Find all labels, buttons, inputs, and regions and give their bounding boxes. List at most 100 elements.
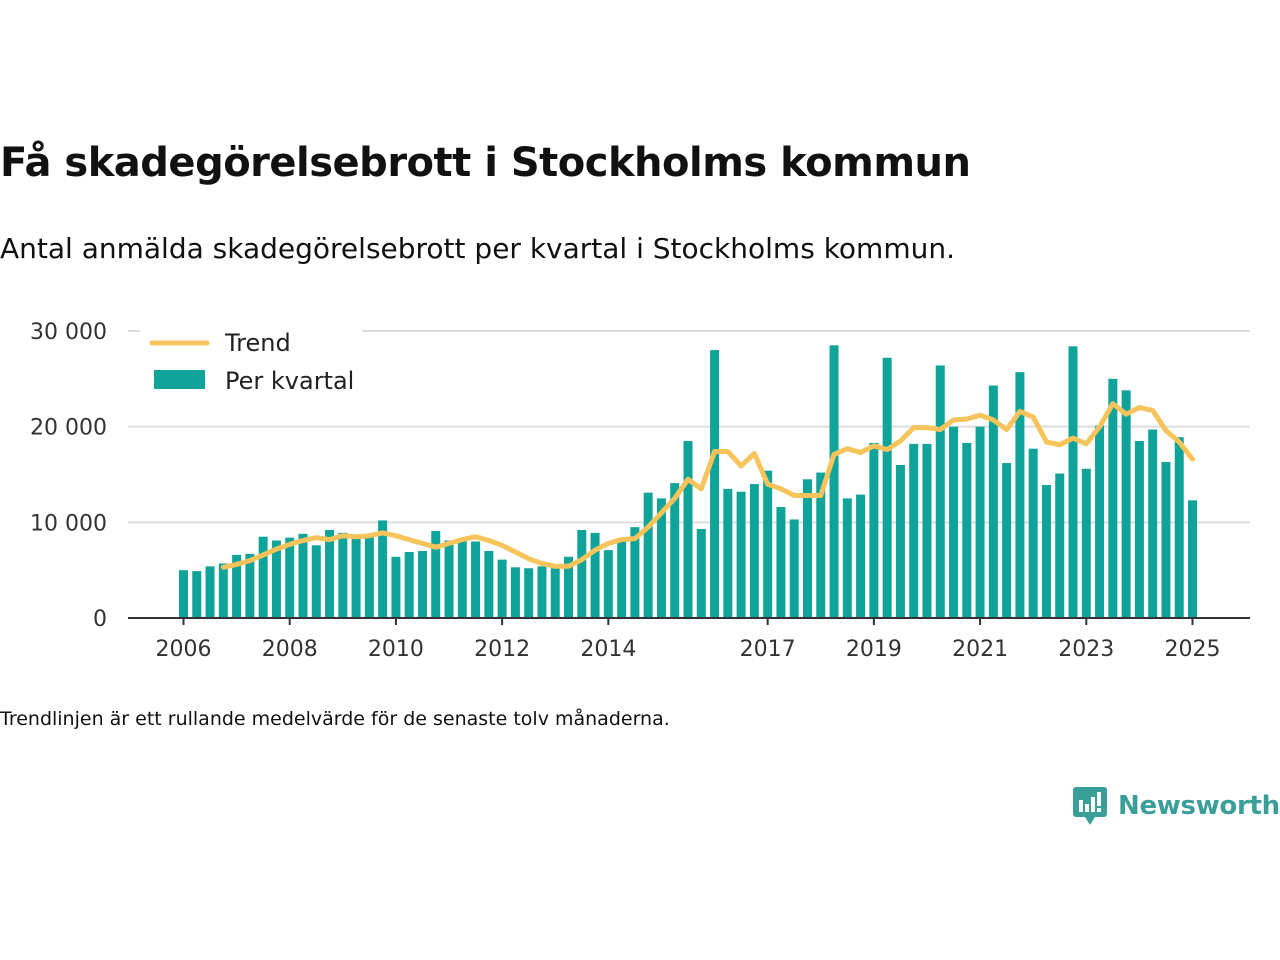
bar [895, 464, 905, 618]
bar [1055, 473, 1065, 618]
x-tick-label: 2006 [156, 637, 212, 662]
legend: Trend Per kvartal [140, 328, 362, 408]
bar [723, 488, 733, 618]
x-tick-label: 2021 [952, 637, 1008, 662]
bar [431, 530, 441, 618]
legend-bar-swatch [154, 370, 205, 389]
bar [630, 527, 640, 618]
bar [949, 426, 959, 618]
y-tick-label: 0 [93, 607, 107, 632]
bar [617, 540, 627, 618]
bar [1148, 429, 1158, 618]
bar [1095, 425, 1105, 618]
bar [696, 529, 706, 618]
bar [271, 540, 281, 618]
bar [404, 551, 414, 618]
bar [338, 532, 348, 618]
bar [1081, 468, 1091, 618]
bar [311, 545, 321, 618]
bar [218, 563, 228, 618]
bar [869, 442, 879, 618]
bar [550, 568, 560, 618]
bar [245, 553, 255, 618]
bar [484, 551, 494, 618]
y-tick-label: 20 000 [30, 416, 107, 441]
bar [1015, 372, 1025, 618]
bar [497, 559, 507, 618]
bar [763, 470, 773, 618]
bar [285, 537, 295, 618]
x-tick-label: 2014 [580, 637, 636, 662]
x-tick-label: 2017 [740, 637, 796, 662]
bar [537, 566, 547, 618]
bar [656, 498, 666, 618]
x-tick-label: 2019 [846, 637, 902, 662]
bar [1134, 441, 1144, 618]
chart: 0 10 000 20 000 30 000 2006 2008 2010 2012 2014… [30, 320, 1250, 662]
bar [922, 443, 932, 618]
bar [298, 533, 308, 618]
bar [856, 494, 866, 618]
bar [1108, 378, 1118, 618]
bar [683, 441, 693, 618]
bar [364, 535, 374, 618]
bar [510, 567, 520, 618]
x-tick-label: 2008 [262, 637, 318, 662]
x-tick-label: 2025 [1165, 637, 1221, 662]
bar [935, 365, 945, 618]
bar [192, 571, 202, 618]
bar [643, 492, 653, 618]
bar [1028, 448, 1038, 618]
bar [457, 538, 467, 618]
bar [1121, 390, 1131, 618]
bar [988, 385, 998, 618]
bars [179, 345, 1197, 618]
bar [1161, 462, 1171, 618]
bar [1041, 485, 1051, 618]
bar [258, 536, 268, 618]
bar [962, 442, 972, 618]
bar [471, 541, 481, 618]
x-tick-label: 2012 [474, 637, 530, 662]
y-tick-label: 10 000 [30, 511, 107, 536]
bar [1002, 463, 1012, 618]
brand-name: Newsworthy [1118, 791, 1280, 821]
x-axis-tick-marks-and-labels: 2006 2008 2010 2012 2014 2017 2019 2021 2023 2025 [156, 618, 1221, 662]
bar [378, 520, 388, 618]
bar [417, 551, 427, 618]
bar [909, 443, 919, 618]
bar [829, 345, 839, 618]
bar [736, 491, 746, 618]
chart-title: Få skadegörelsebrott i Stockholms kommun [0, 140, 971, 186]
bar [1188, 500, 1197, 618]
bar [179, 570, 188, 618]
bar [975, 426, 985, 618]
y-tick-label: 30 000 [30, 320, 107, 345]
bar [789, 519, 799, 618]
bar [603, 550, 613, 618]
bar [670, 483, 680, 618]
chart-footnote: Trendlinjen är ett rullande medelvärde f… [0, 708, 670, 730]
bar [749, 484, 759, 618]
x-tick-label: 2023 [1058, 637, 1114, 662]
legend-trend-label: Trend [224, 329, 291, 357]
bar [882, 357, 892, 618]
bar [776, 507, 786, 618]
bar [802, 479, 812, 618]
bar [816, 472, 826, 618]
bar [232, 554, 242, 618]
x-tick-label: 2010 [368, 637, 424, 662]
chart-subtitle: Antal anmälda skadegörelsebrott per kvar… [0, 232, 955, 265]
brand-logo[interactable]: Newsworthy [1072, 786, 1280, 826]
bar [842, 498, 852, 618]
bar [444, 540, 454, 618]
bar [351, 537, 361, 618]
bar [1068, 346, 1078, 618]
bar [590, 532, 600, 618]
y-axis-tick-labels: 0 10 000 20 000 30 000 [30, 320, 107, 632]
bar [564, 556, 574, 618]
bar [710, 350, 720, 618]
bar [325, 529, 335, 618]
trend-line [220, 401, 1195, 570]
bar [524, 568, 534, 618]
